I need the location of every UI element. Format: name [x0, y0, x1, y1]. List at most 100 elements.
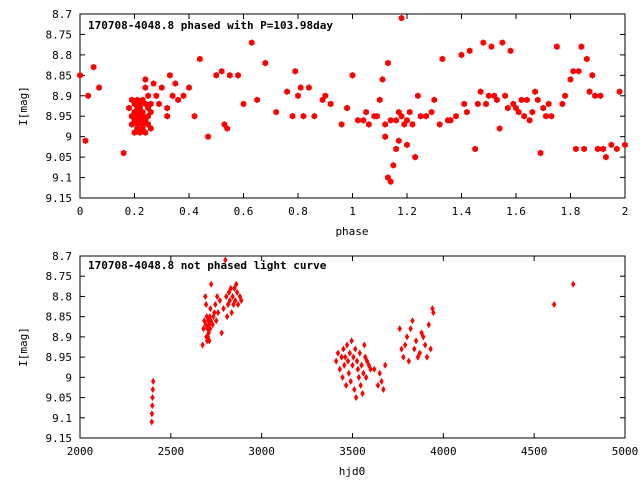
data-point — [300, 112, 307, 120]
data-point — [227, 72, 233, 79]
data-point — [417, 349, 422, 357]
data-point — [348, 377, 353, 385]
data-point — [507, 47, 514, 55]
data-point — [379, 377, 384, 385]
data-point — [521, 112, 528, 120]
data-point — [345, 357, 351, 365]
x-tick-label: 1.4 — [452, 205, 472, 218]
data-point — [96, 84, 102, 91]
data-point — [464, 108, 470, 116]
data-point — [613, 145, 620, 153]
data-point — [431, 309, 436, 317]
data-point — [343, 353, 348, 361]
data-point — [376, 96, 383, 104]
data-point — [235, 72, 241, 79]
y-tick-label: 8.85 — [46, 311, 73, 324]
data-point — [262, 59, 269, 67]
data-point — [368, 365, 373, 373]
data-point — [327, 100, 334, 108]
data-point — [401, 353, 406, 361]
data-point — [436, 121, 443, 128]
data-point — [439, 55, 446, 63]
data-point — [543, 112, 549, 120]
data-point — [426, 321, 431, 329]
data-point — [350, 361, 355, 369]
data-point — [534, 96, 541, 104]
x-tick-label: 1.2 — [397, 205, 417, 218]
data-point — [147, 108, 154, 116]
data-point — [385, 59, 391, 67]
data-point — [126, 104, 132, 112]
data-point — [570, 67, 577, 75]
data-point — [228, 284, 233, 292]
data-point — [458, 51, 465, 59]
x-tick-label: 0.4 — [179, 205, 199, 218]
data-point — [383, 361, 388, 369]
x-tick-label: 5000 — [612, 445, 639, 458]
data-point — [223, 256, 228, 264]
data-point — [151, 377, 156, 385]
x-tick-label: 2000 — [67, 445, 94, 458]
phased-axis-ticks: 0 0.2 0.4 0.6 0.8 1 1.2 1.4 1.6 1.8 2 8.7 8.75 8.8 8.8… — [46, 8, 629, 218]
x-tick-label: 1.8 — [561, 205, 581, 218]
data-point — [254, 96, 260, 104]
x-tick-label: 0 — [77, 205, 84, 218]
data-point — [382, 133, 389, 140]
unphased-x-axis-label: hjd0 — [339, 465, 366, 478]
data-point — [586, 88, 593, 95]
data-point — [374, 112, 380, 120]
y-tick-label: 9.05 — [46, 392, 73, 405]
data-point — [153, 92, 160, 100]
data-point — [351, 353, 356, 361]
data-point — [413, 337, 419, 345]
data-point — [398, 112, 405, 120]
data-point — [423, 112, 429, 120]
data-point — [387, 178, 394, 185]
unphased-y-axis-label: I[mag] — [17, 327, 30, 367]
x-tick-label: 2500 — [158, 445, 185, 458]
data-point — [224, 292, 229, 300]
data-point — [248, 39, 255, 46]
y-tick-label: 9 — [65, 371, 72, 384]
data-point — [346, 369, 352, 377]
data-point — [496, 125, 503, 132]
data-point — [203, 292, 208, 300]
y-tick-label: 8.9 — [52, 90, 72, 103]
data-point — [377, 369, 382, 377]
phased-x-axis-label: phase — [335, 225, 368, 238]
data-point — [412, 153, 419, 161]
phased-y-axis-label: I[mag] — [17, 86, 30, 126]
data-point — [402, 341, 408, 349]
data-point — [571, 280, 576, 288]
data-point — [349, 337, 354, 345]
data-point — [139, 108, 146, 116]
data-point — [150, 402, 155, 410]
data-point — [158, 84, 165, 91]
data-point — [175, 96, 181, 104]
data-point — [203, 301, 209, 309]
y-tick-label: 8.95 — [46, 110, 73, 123]
y-tick-label: 8.95 — [46, 351, 73, 364]
data-point — [363, 108, 369, 116]
y-tick-label: 9.15 — [46, 192, 73, 205]
data-point — [90, 63, 97, 71]
data-point — [499, 39, 506, 46]
data-point — [412, 345, 417, 353]
data-point — [215, 309, 221, 317]
data-point — [82, 137, 89, 145]
y-tick-label: 9.1 — [52, 412, 72, 425]
data-point — [234, 288, 240, 296]
y-tick-label: 8.9 — [52, 331, 72, 344]
data-point — [404, 141, 410, 149]
data-point — [540, 104, 547, 112]
data-point — [554, 43, 560, 51]
data-point — [149, 410, 155, 418]
data-point — [333, 357, 339, 365]
data-point — [409, 121, 416, 128]
data-point — [480, 39, 487, 46]
data-point — [240, 100, 247, 108]
y-tick-label: 8.7 — [52, 250, 72, 263]
data-point — [355, 117, 361, 124]
data-point — [234, 280, 239, 288]
data-point — [410, 317, 415, 325]
